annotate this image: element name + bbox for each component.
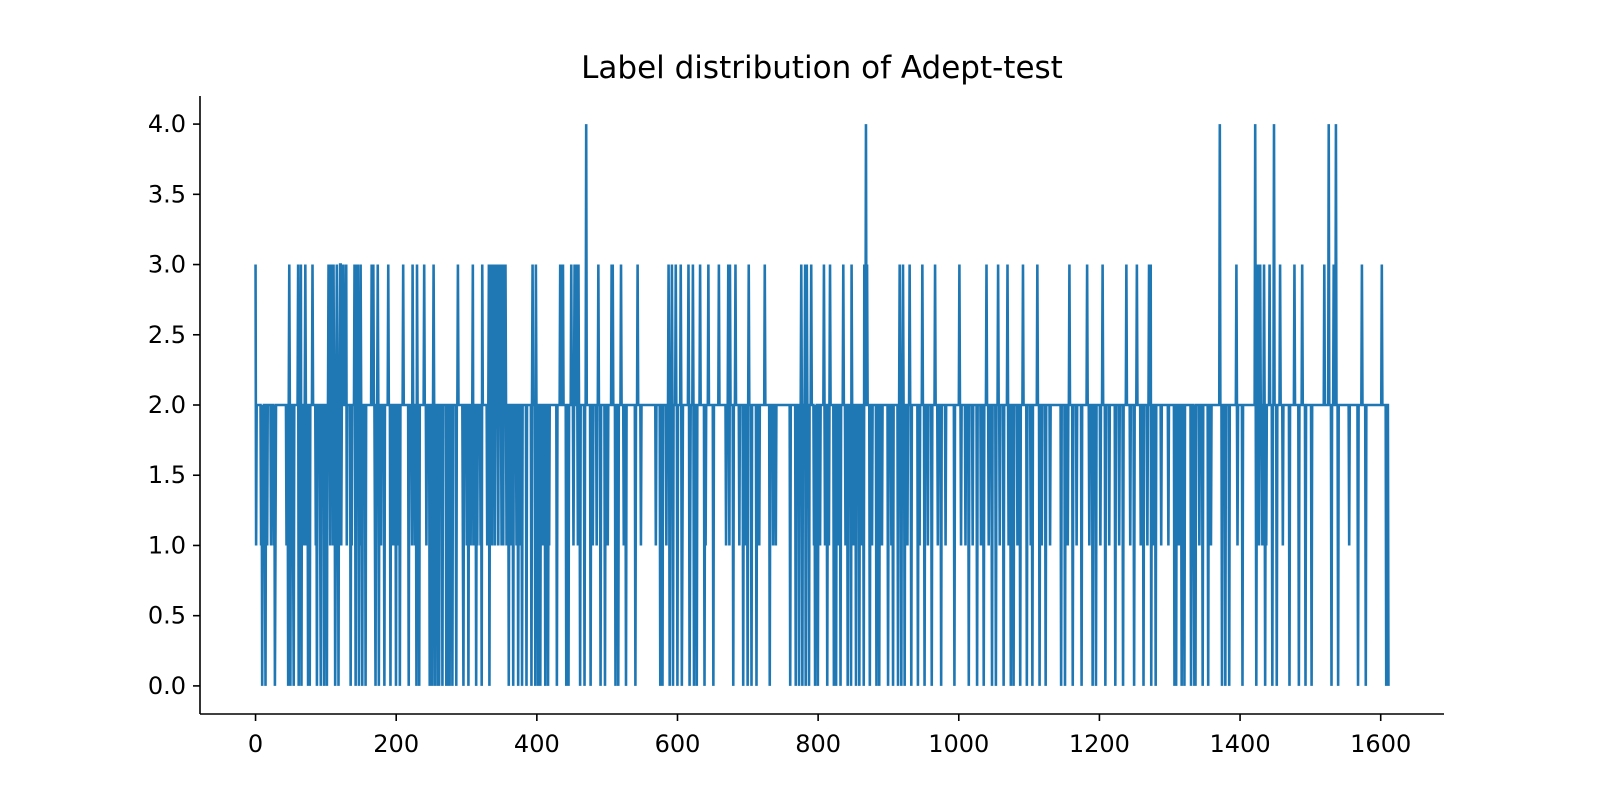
plot-area bbox=[254, 124, 1390, 686]
x-tick-label: 0 bbox=[248, 730, 263, 758]
x-tick-label: 600 bbox=[655, 730, 701, 758]
x-tick-label: 1600 bbox=[1350, 730, 1411, 758]
chart-title: Label distribution of Adept-test bbox=[581, 50, 1063, 86]
x-axis: 0 200 400 600 800 1000 1200 1400 1600 bbox=[200, 713, 1444, 758]
y-tick-label: 3.0 bbox=[148, 251, 186, 279]
x-tick-label: 1400 bbox=[1210, 730, 1271, 758]
y-tick-label: 1.5 bbox=[148, 461, 186, 489]
y-tick-label: 2.0 bbox=[148, 391, 186, 419]
y-tick-label: 2.5 bbox=[148, 321, 186, 349]
y-tick-label: 4.0 bbox=[148, 110, 186, 138]
y-tick-label: 0.5 bbox=[148, 602, 186, 630]
y-axis: 0.0 0.5 1.0 1.5 2.0 2.5 3.0 3.5 4.0 bbox=[148, 96, 201, 714]
x-tick-label: 1000 bbox=[928, 730, 989, 758]
series-line-0 bbox=[254, 124, 1390, 686]
x-tick-label: 200 bbox=[373, 730, 419, 758]
x-tick-label: 400 bbox=[514, 730, 560, 758]
y-tick-label: 0.0 bbox=[148, 672, 186, 700]
y-tick-label: 1.0 bbox=[148, 531, 186, 559]
x-tick-label: 800 bbox=[795, 730, 841, 758]
y-tick-label: 3.5 bbox=[148, 180, 186, 208]
x-tick-label: 1200 bbox=[1069, 730, 1130, 758]
